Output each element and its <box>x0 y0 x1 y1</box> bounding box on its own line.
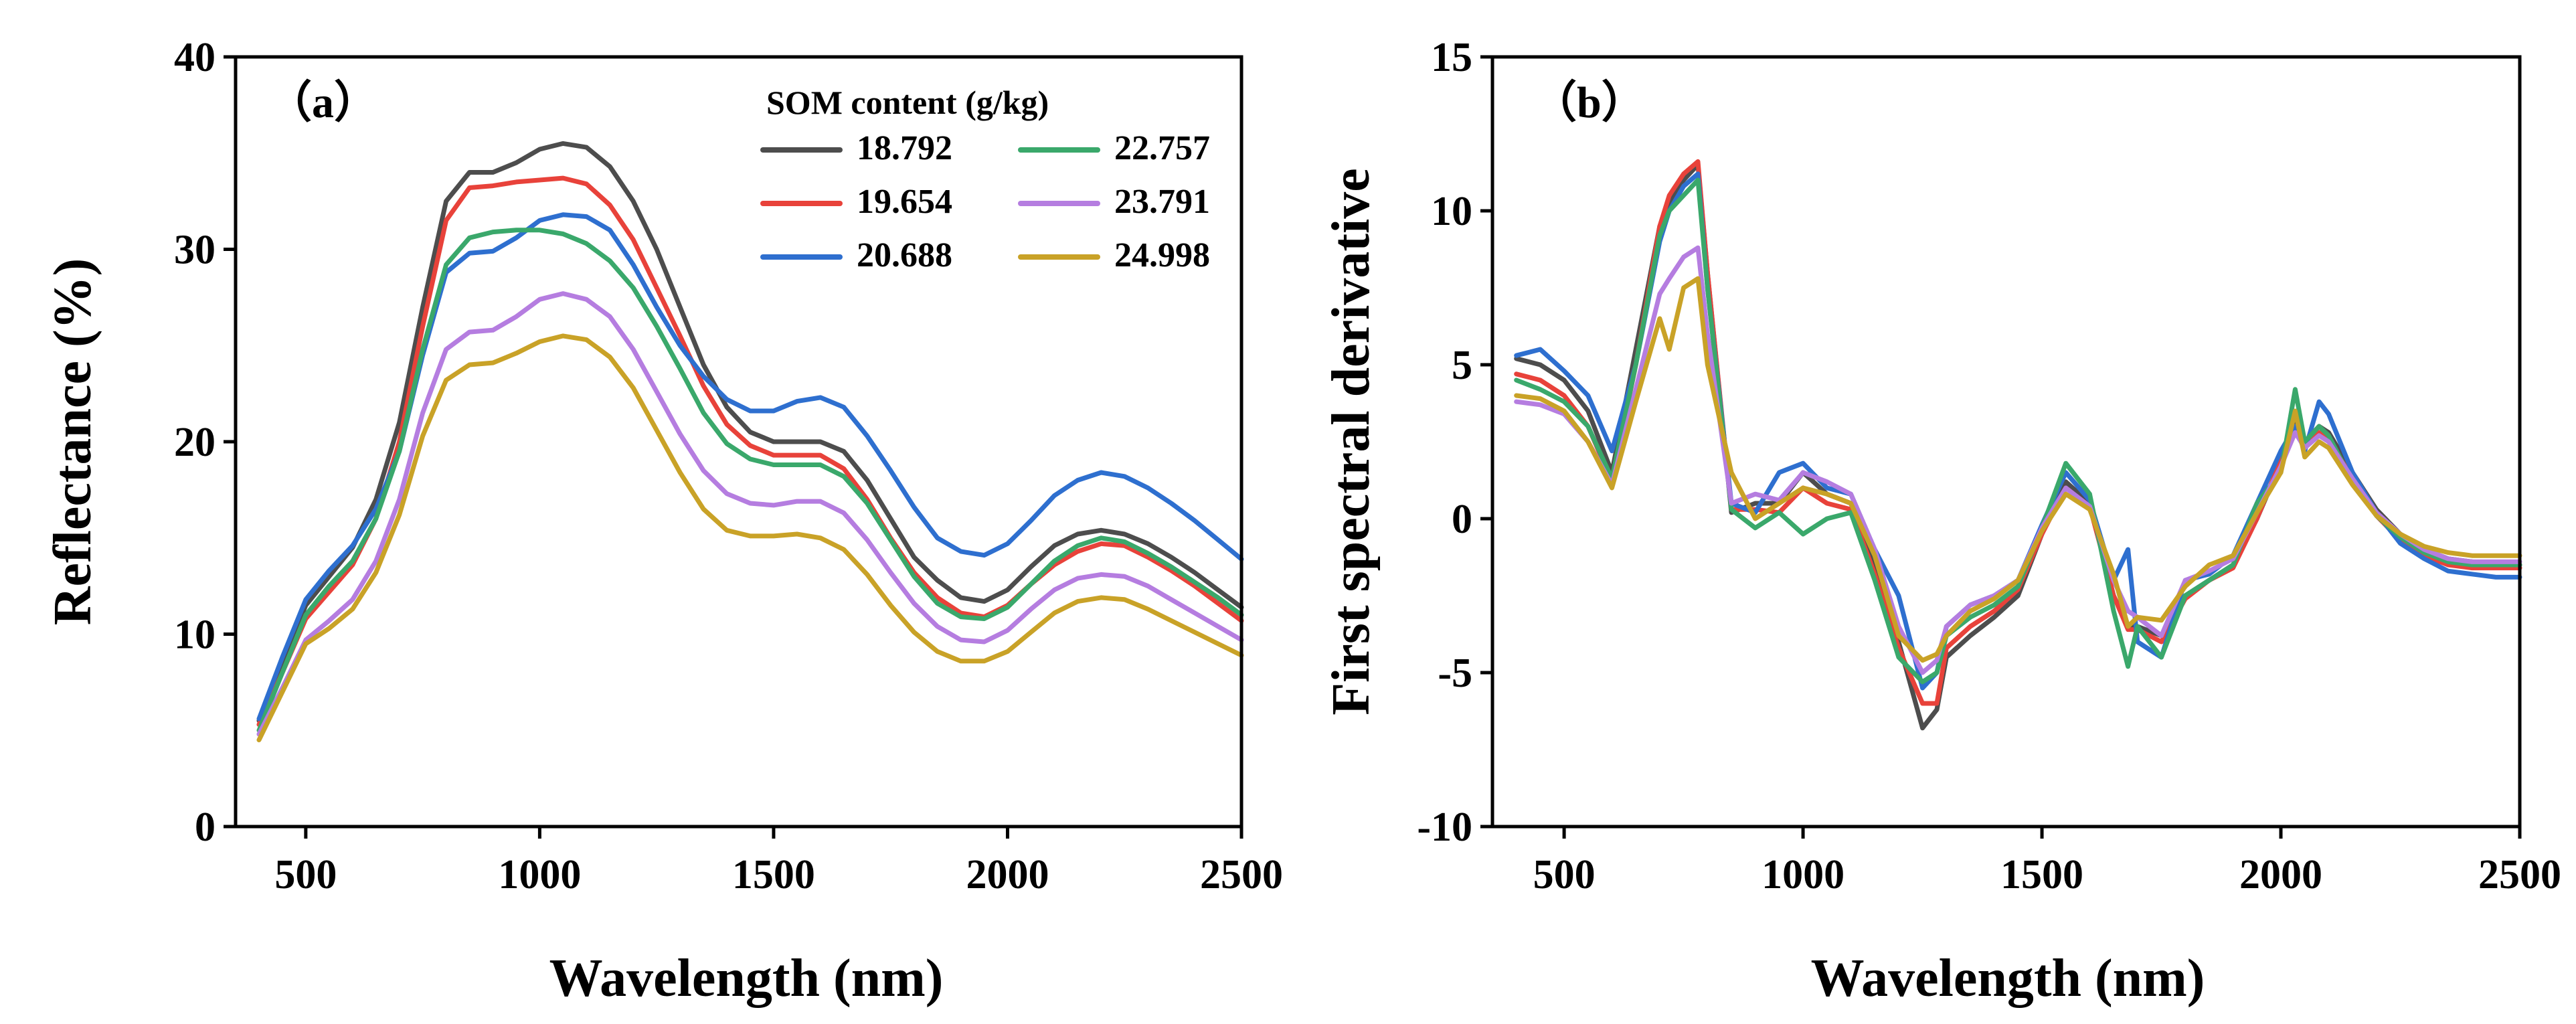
reflectance-x-tick-label: 500 <box>274 852 337 898</box>
legend-label-20-688: 20.688 <box>857 236 952 274</box>
reflectance-y-tick-label: 30 <box>174 228 216 273</box>
reflectance-y-tick-label: 10 <box>174 612 216 658</box>
first-derivative-chart: （b） 500 1000 1500 2000 2500 -10 -5 0 5 10 15 Wavel… <box>1322 35 2561 1008</box>
reflectance-series-line-23-791 <box>256 291 1244 737</box>
legend-label-22-757: 22.757 <box>1114 129 1210 167</box>
derivative-x-axis-title: Wavelength (nm) <box>1811 949 2205 1008</box>
reflectance-x-axis-title: Wavelength (nm) <box>549 949 944 1008</box>
panel-label-a: （a） <box>268 78 378 127</box>
derivative-y-tick-label: -10 <box>1417 804 1472 850</box>
reflectance-chart: （a） 500 1000 1500 2000 2500 0 10 20 30 40 Wavelen… <box>44 35 1283 1008</box>
derivative-series-line-24-998 <box>1514 276 2522 663</box>
som-content-legend: SOM content (g/kg) 18.792 19.654 20.688 22.… <box>760 84 1210 274</box>
derivative-series-line-22-757 <box>1514 177 2522 685</box>
panel-label-b: （b） <box>1533 78 1646 127</box>
legend-label-19-654: 19.654 <box>857 183 952 221</box>
reflectance-y-tick-label: 20 <box>174 420 216 465</box>
legend-label-24-998: 24.998 <box>1114 236 1210 274</box>
derivative-x-tick-label: 1000 <box>1762 852 1844 898</box>
reflectance-series-line-19-654 <box>256 175 1244 728</box>
reflectance-y-tick-label: 0 <box>195 804 216 850</box>
legend-label-18-792: 18.792 <box>857 129 952 167</box>
reflectance-x-tick-label: 1500 <box>732 852 815 898</box>
derivative-y-axis-title: First spectral derivative <box>1322 168 1381 715</box>
reflectance-y-axis-title: Reflectance (%) <box>44 258 102 626</box>
reflectance-x-tick-label: 2000 <box>966 852 1049 898</box>
derivative-axis-ticks: 500 1000 1500 2000 2500 -10 -5 0 5 10 15 <box>1417 35 2561 898</box>
derivative-x-tick-label: 500 <box>1533 852 1596 898</box>
legend-label-23-791: 23.791 <box>1114 183 1210 221</box>
legend-title: SOM content (g/kg) <box>766 84 1049 121</box>
derivative-x-tick-label: 2000 <box>2239 852 2322 898</box>
reflectance-axis-ticks: 500 1000 1500 2000 2500 0 10 20 30 40 <box>174 35 1283 898</box>
derivative-y-tick-label: 5 <box>1452 343 1472 388</box>
derivative-y-tick-label: 0 <box>1452 497 1472 542</box>
reflectance-series-line-24-998 <box>256 333 1244 743</box>
reflectance-series-line-22-757 <box>256 228 1244 733</box>
derivative-y-tick-label: -5 <box>1438 651 1472 696</box>
reflectance-series-line-18-792 <box>256 141 1244 723</box>
reflectance-series-layer <box>256 141 1244 743</box>
derivative-x-tick-label: 2500 <box>2478 852 2561 898</box>
derivative-y-tick-label: 10 <box>1431 189 1472 234</box>
derivative-y-tick-label: 15 <box>1431 35 1472 80</box>
reflectance-x-tick-label: 1000 <box>498 852 581 898</box>
reflectance-x-tick-label: 2500 <box>1200 852 1283 898</box>
derivative-plot-frame <box>1490 55 2522 829</box>
derivative-series-layer <box>1514 159 2522 731</box>
derivative-x-tick-label: 1500 <box>2000 852 2083 898</box>
reflectance-y-tick-label: 40 <box>174 35 216 80</box>
